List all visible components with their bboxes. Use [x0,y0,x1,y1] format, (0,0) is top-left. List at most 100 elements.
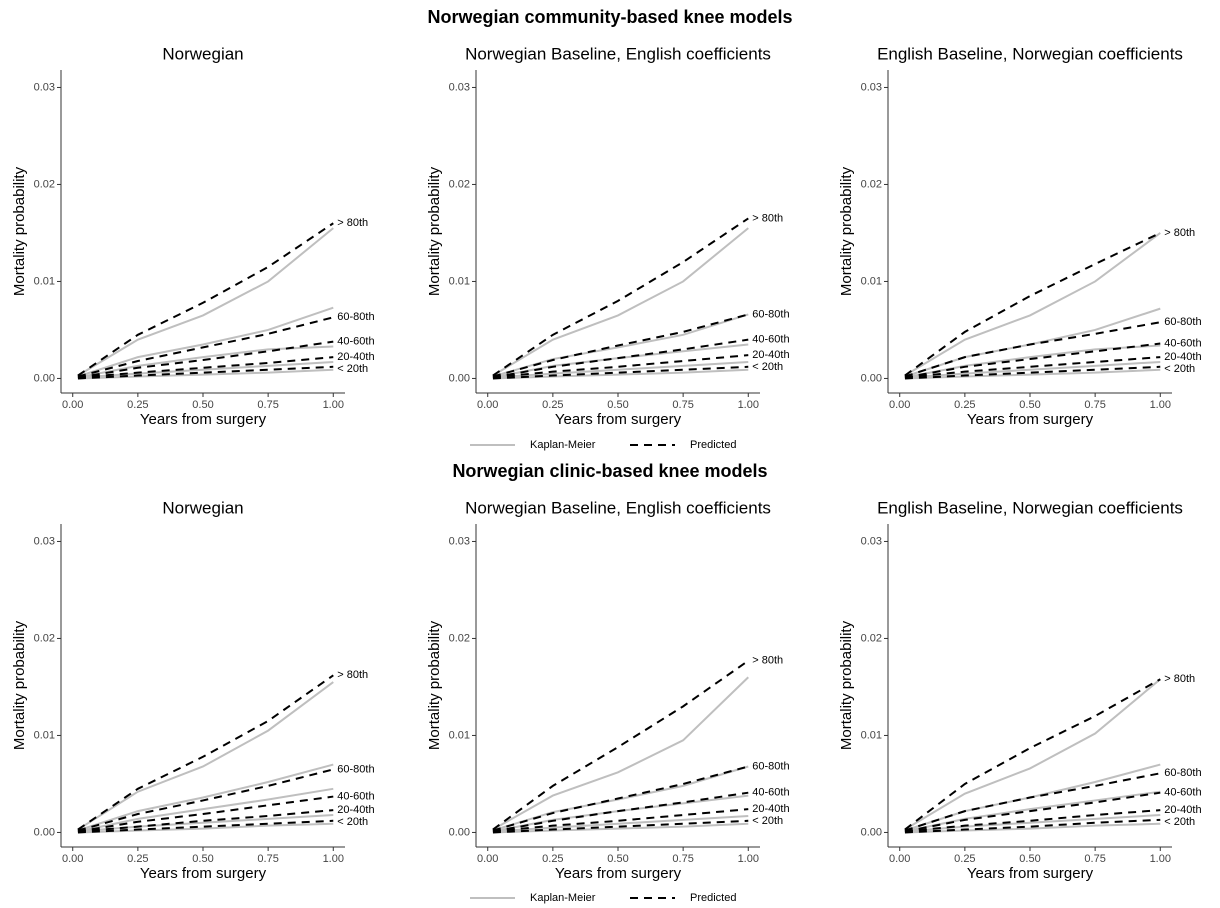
x-axis-label: Years from surgery [140,865,267,882]
y-axis-label: Mortality probability [426,620,443,750]
x-tick-label: 0.50 [1019,399,1040,411]
group-label: 20-40th [752,349,789,361]
x-tick-label: 0.75 [257,853,278,865]
x-tick-label: 0.50 [192,853,213,865]
y-tick-label: 0.00 [861,826,882,838]
predicted-line [904,791,1161,833]
x-tick-label: 0.75 [257,399,278,411]
y-tick-label: 0.03 [449,535,470,547]
y-tick-label: 0.02 [449,178,470,190]
y-tick-label: 0.03 [34,81,55,93]
km-line [904,232,1161,377]
predicted-line [904,356,1161,379]
km-line [77,813,334,833]
y-tick-label: 0.01 [861,729,882,741]
y-tick-label: 0.00 [861,372,882,384]
y-tick-label: 0.01 [34,729,55,741]
x-tick-label: 0.00 [477,853,498,865]
group-label: > 80th [1164,227,1195,239]
x-tick-label: 0.25 [954,399,975,411]
x-tick-label: 0.75 [1084,853,1105,865]
y-axis-label: Mortality probability [11,620,28,750]
panel-title: Norwegian Baseline, English coefficients [465,44,771,63]
predicted-line [77,222,334,377]
predicted-line [77,674,334,831]
predicted-line [77,365,334,380]
km-line [77,368,334,380]
section-title: Norwegian community-based knee models [427,7,792,27]
legend-label: Predicted [690,892,736,904]
km-line [492,814,749,833]
legend-label: Predicted [690,439,736,451]
predicted-line [492,217,749,377]
x-axis-label: Years from surgery [967,865,1094,882]
predicted-line [492,338,749,379]
predicted-line [77,356,334,379]
km-line [904,360,1161,379]
km-line [77,360,334,379]
km-line [77,822,334,834]
y-tick-label: 0.00 [449,826,470,838]
predicted-line [904,232,1161,377]
km-line [77,681,334,831]
group-label: 40-60th [752,787,789,799]
y-tick-label: 0.02 [34,178,55,190]
km-line [77,763,334,832]
x-tick-label: 0.00 [889,399,910,411]
panel-title: English Baseline, Norwegian coefficients [877,498,1183,517]
km-line [492,822,749,834]
x-tick-label: 1.00 [323,399,344,411]
y-tick-label: 0.03 [34,535,55,547]
group-label: 20-40th [1164,351,1201,363]
x-tick-label: 0.50 [607,853,628,865]
y-tick-label: 0.00 [34,826,55,838]
y-tick-label: 0.01 [449,729,470,741]
predicted-line [77,819,334,834]
group-label: 20-40th [337,804,374,816]
x-tick-label: 0.00 [477,399,498,411]
x-tick-label: 0.00 [62,399,83,411]
predicted-line [77,768,334,832]
group-label: 60-80th [337,311,374,323]
predicted-line [492,765,749,832]
predicted-line [904,321,1161,378]
predicted-line [904,772,1161,832]
y-tick-label: 0.01 [861,275,882,287]
x-axis-label: Years from surgery [967,411,1094,428]
predicted-line [77,795,334,833]
y-tick-label: 0.02 [449,632,470,644]
y-axis-label: Mortality probability [838,166,855,296]
group-label: > 80th [1164,673,1195,685]
group-label: 40-60th [1164,787,1201,799]
panel-title: Norwegian [162,498,243,517]
y-tick-label: 0.02 [861,178,882,190]
y-tick-label: 0.02 [861,632,882,644]
group-label: 40-60th [1164,337,1201,349]
panel-title: English Baseline, Norwegian coefficients [877,44,1183,63]
predicted-line [904,342,1161,379]
group-label: 60-80th [1164,767,1201,779]
x-tick-label: 0.75 [672,853,693,865]
km-line [492,313,749,378]
km-line [904,790,1161,833]
y-tick-label: 0.03 [449,81,470,93]
y-axis-label: Mortality probability [11,166,28,296]
predicted-line [492,808,749,833]
km-line [904,822,1161,834]
y-tick-label: 0.02 [34,632,55,644]
km-line [492,360,749,379]
x-tick-label: 0.00 [889,853,910,865]
legend-label: Kaplan-Meier [530,439,596,451]
group-label: 20-40th [752,803,789,815]
predicted-line [492,354,749,379]
km-line [492,227,749,377]
y-tick-label: 0.03 [861,81,882,93]
km-line [904,813,1161,833]
x-axis-label: Years from surgery [140,411,267,428]
section-title: Norwegian clinic-based knee models [452,461,767,481]
x-tick-label: 0.75 [1084,399,1105,411]
group-label: 60-80th [752,760,789,772]
y-tick-label: 0.00 [34,372,55,384]
km-line [492,368,749,380]
